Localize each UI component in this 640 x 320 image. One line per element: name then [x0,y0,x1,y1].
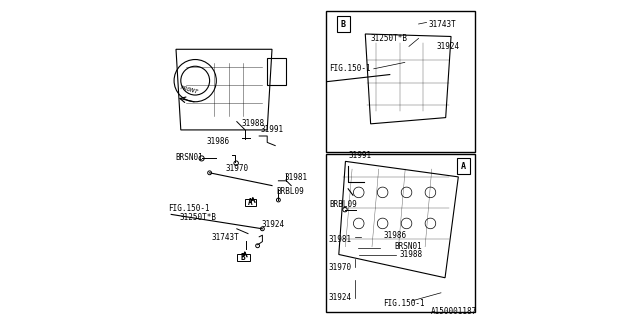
Text: FIG.150-1: FIG.150-1 [168,204,210,212]
Bar [326,154,475,312]
Text: 31986: 31986 [383,231,406,240]
Bar [337,16,350,32]
Bar [457,158,470,174]
Text: A150001187: A150001187 [431,307,477,316]
Text: BRBL09: BRBL09 [277,188,305,196]
Text: 31991: 31991 [348,151,371,160]
Text: 31970: 31970 [329,263,352,272]
Text: 31924: 31924 [436,42,460,51]
Text: 31924: 31924 [262,220,285,229]
Bar [326,11,475,152]
Text: 31924: 31924 [329,293,352,302]
Text: 31981: 31981 [329,236,352,244]
Text: FIG.150-1: FIG.150-1 [329,64,371,73]
Text: B: B [241,253,246,262]
Text: 31250T*B: 31250T*B [371,34,408,43]
Text: 31743T: 31743T [428,20,456,28]
Text: 31988: 31988 [242,119,265,128]
Text: BRBL09: BRBL09 [329,200,356,209]
Text: BRSN01: BRSN01 [394,242,422,251]
Text: A: A [461,162,466,171]
Text: 31250T*B: 31250T*B [180,213,217,222]
Text: B: B [341,20,346,28]
Text: 31970: 31970 [226,164,249,173]
Text: FIG.150-1: FIG.150-1 [383,299,425,308]
Bar [245,199,256,206]
Text: BRSN01: BRSN01 [175,153,203,162]
Text: 31743T: 31743T [211,233,239,242]
Text: 31981: 31981 [284,173,307,182]
Text: A: A [248,198,253,207]
Text: FRONT: FRONT [179,85,198,94]
Text: 31988: 31988 [399,250,422,259]
Text: 31991: 31991 [261,125,284,134]
Bar [237,254,250,261]
Text: 31986: 31986 [206,137,230,146]
